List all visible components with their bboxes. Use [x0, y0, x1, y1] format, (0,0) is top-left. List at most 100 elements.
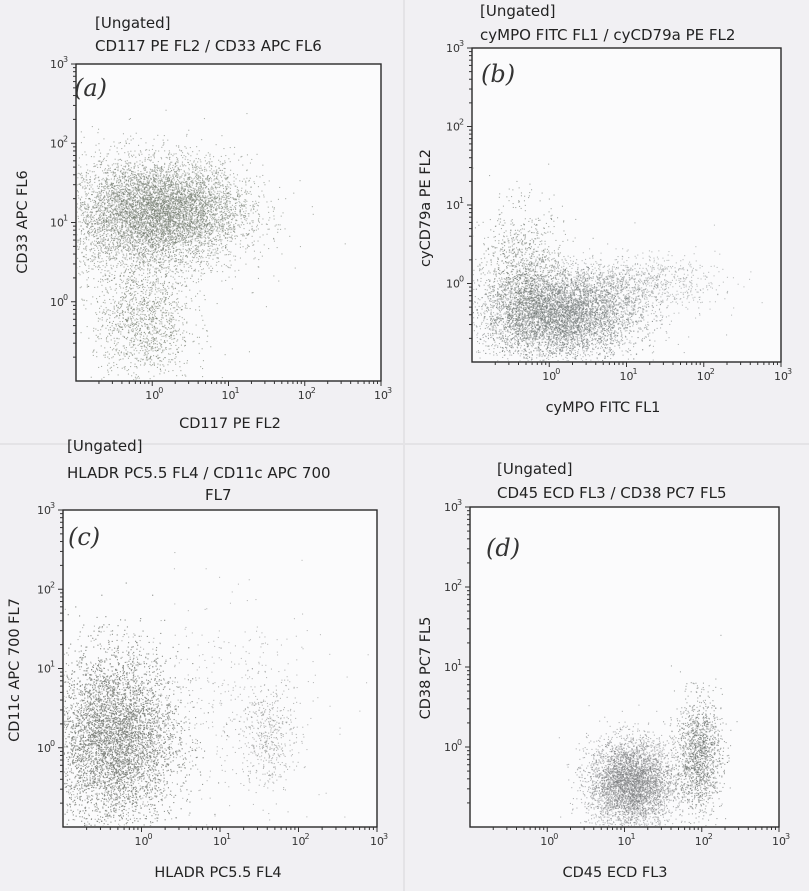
event-dot [119, 199, 121, 201]
event-dot [116, 214, 118, 216]
event-dot [238, 195, 240, 197]
event-dot [114, 188, 116, 190]
event-dot [195, 218, 197, 220]
event-dot [142, 204, 144, 206]
event-dot [105, 260, 107, 262]
event-dot [159, 245, 161, 247]
event-dot [173, 211, 175, 213]
event-dot [144, 190, 146, 192]
event-dot [123, 176, 125, 178]
event-dot [170, 183, 172, 185]
event-dot [223, 217, 225, 219]
event-dot [155, 287, 157, 289]
event-dot [159, 223, 161, 225]
event-dot [221, 207, 223, 209]
event-dot [228, 251, 230, 253]
event-dot [177, 191, 179, 193]
event-dot [148, 196, 150, 198]
event-dot [116, 225, 118, 227]
event-dot [96, 245, 98, 247]
event-dot [97, 247, 99, 249]
event-dot [144, 209, 146, 211]
event-dot [164, 219, 166, 221]
event-dot [197, 213, 199, 215]
event-dot [206, 204, 208, 206]
event-dot [230, 251, 232, 253]
event-dot [147, 205, 149, 207]
event-dot [179, 169, 181, 171]
event-dot [132, 212, 134, 214]
event-dot [150, 289, 152, 291]
event-dot [169, 237, 171, 239]
event-dot [108, 250, 110, 252]
event-dot [160, 235, 162, 237]
event-dot [130, 139, 132, 141]
event-dot [181, 290, 183, 292]
event-dot [110, 220, 112, 222]
event-dot [161, 189, 163, 191]
event-dot [171, 205, 173, 207]
event-dot [192, 230, 194, 232]
event-dot [132, 227, 134, 229]
event-dot [103, 224, 105, 226]
event-dot [156, 203, 158, 205]
event-dot [138, 226, 140, 228]
event-dot [148, 209, 150, 211]
event-dot [85, 220, 87, 222]
event-dot [180, 212, 182, 214]
event-dot [223, 206, 225, 208]
event-dot [135, 194, 137, 196]
event-dot [158, 231, 160, 233]
event-dot [177, 158, 179, 160]
event-dot [148, 176, 150, 178]
event-dot [216, 210, 218, 212]
event-dot [191, 164, 193, 166]
event-dot [129, 198, 131, 200]
event-dot [117, 229, 119, 231]
event-dot [226, 178, 228, 180]
event-dot [208, 241, 210, 243]
event-dot [247, 233, 249, 235]
event-dot [132, 224, 134, 226]
event-dot [152, 208, 154, 210]
event-dot [158, 228, 160, 230]
event-dot [115, 213, 117, 215]
event-dot [181, 161, 183, 163]
event-dot [112, 242, 114, 244]
event-dot [138, 144, 140, 146]
event-dot [168, 202, 170, 204]
event-dot [120, 218, 122, 220]
event-dot [145, 209, 147, 211]
event-dot [163, 174, 165, 176]
event-dot [81, 230, 83, 232]
event-dot [165, 276, 167, 278]
event-dot [129, 257, 131, 259]
event-dot [246, 222, 248, 224]
event-dot [157, 250, 159, 252]
event-dot [93, 201, 95, 203]
event-dot [108, 179, 110, 181]
event-dot [158, 244, 160, 246]
event-dot [97, 222, 99, 224]
event-dot [228, 276, 230, 278]
event-dot [177, 271, 179, 273]
event-dot [136, 250, 138, 252]
event-dot [154, 268, 156, 270]
event-dot [174, 197, 176, 199]
event-dot [88, 222, 90, 224]
event-dot [120, 186, 122, 188]
event-dot [232, 208, 234, 210]
event-dot [171, 179, 173, 181]
event-dot [148, 261, 150, 263]
event-dot [99, 213, 101, 215]
event-dot [167, 180, 169, 182]
event-dot [186, 135, 188, 137]
event-dot [152, 221, 154, 223]
event-dot [130, 174, 132, 176]
event-dot [197, 237, 199, 239]
event-dot [182, 252, 184, 254]
event-dot [277, 228, 279, 230]
event-dot [184, 285, 186, 287]
event-dot [184, 211, 186, 213]
event-dot [135, 245, 137, 247]
